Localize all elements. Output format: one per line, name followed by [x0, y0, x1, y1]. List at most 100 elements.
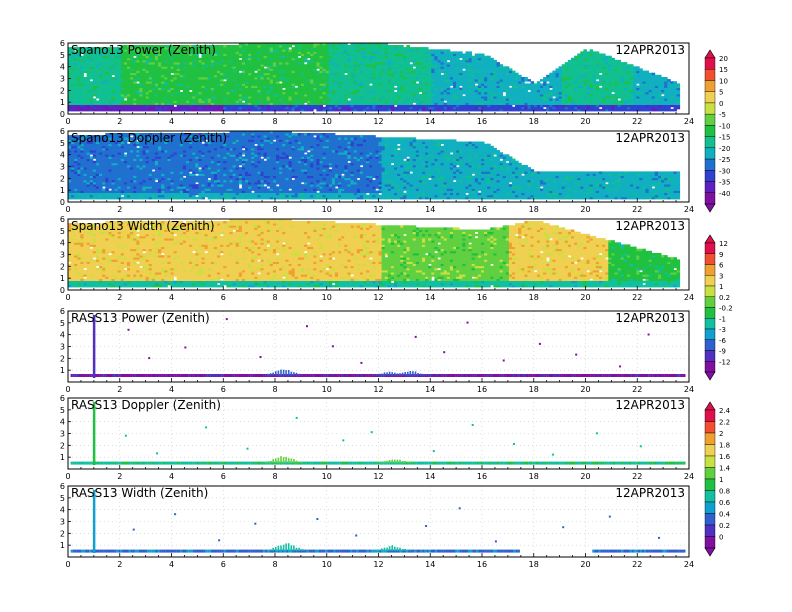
heatmap-cell — [304, 59, 308, 63]
heatmap-cell — [269, 45, 274, 48]
heatmap-cell — [319, 59, 323, 63]
heatmap-cell — [111, 106, 115, 110]
heatmap-cell — [99, 79, 103, 82]
heatmap-cell — [114, 64, 119, 67]
heatmap-cell — [123, 53, 128, 56]
heatmap-cell — [114, 77, 119, 80]
heatmap-cell — [344, 102, 348, 105]
heatmap-cell — [319, 68, 323, 71]
heatmap-cell — [232, 45, 237, 48]
heatmap-cell — [210, 57, 215, 61]
heatmap-cell — [232, 108, 237, 112]
heatmap-cell — [304, 57, 308, 61]
heatmap-cell — [505, 91, 510, 95]
heatmap-cell — [359, 96, 364, 99]
heatmap-cell — [561, 70, 566, 74]
heatmap-cell — [254, 102, 258, 105]
heatmap-cell — [151, 87, 156, 91]
heatmap-cell — [201, 79, 205, 82]
heatmap-cell — [316, 47, 320, 50]
heatmap-cell — [89, 59, 94, 63]
heatmap-cell — [300, 96, 305, 99]
heatmap-cell — [95, 49, 100, 52]
heatmap-cell — [108, 70, 112, 74]
heatmap-cell — [605, 70, 609, 74]
heatmap-cell — [443, 62, 448, 65]
heatmap-cell — [431, 83, 435, 86]
heatmap-cell — [263, 104, 268, 108]
heatmap-cell — [182, 106, 187, 110]
heatmap-cell — [434, 55, 438, 59]
heatmap-cell — [164, 83, 168, 86]
heatmap-cell — [142, 79, 146, 82]
heatmap-cell — [418, 94, 423, 97]
heatmap-cell — [437, 77, 441, 80]
heatmap-cell — [397, 91, 401, 95]
heatmap-cell — [173, 51, 178, 54]
heatmap-cell — [335, 87, 339, 91]
heatmap-cell — [108, 87, 112, 91]
heatmap-cell — [279, 68, 283, 71]
heatmap-cell — [269, 108, 274, 112]
heatmap-cell — [154, 51, 159, 54]
heatmap-cell — [378, 85, 382, 88]
heatmap-cell — [254, 94, 258, 97]
heatmap-cell — [198, 98, 202, 101]
heatmap-cell — [397, 79, 401, 82]
heatmap-cell — [148, 85, 153, 88]
heatmap-cell — [328, 53, 333, 56]
heatmap-cell — [512, 91, 516, 95]
heatmap-cell — [387, 79, 392, 82]
heatmap-cell — [390, 89, 395, 93]
heatmap-cell — [198, 79, 202, 82]
heatmap-cell — [291, 74, 296, 78]
heatmap-cell — [272, 47, 277, 50]
heatmap-cell — [431, 89, 435, 93]
heatmap-cell — [182, 74, 187, 78]
heatmap-cell — [319, 79, 323, 82]
heatmap-cell — [363, 64, 367, 67]
heatmap-cell — [158, 108, 162, 112]
heatmap-cell — [406, 51, 410, 54]
heatmap-cell — [297, 64, 302, 67]
heatmap-cell — [195, 57, 199, 61]
heatmap-cell — [83, 79, 87, 82]
heatmap-cell — [99, 94, 103, 97]
heatmap-cell — [282, 91, 286, 95]
heatmap-cell — [412, 79, 417, 82]
heatmap-cell — [92, 98, 97, 101]
heatmap-cell — [406, 100, 410, 103]
heatmap-cell — [415, 96, 420, 99]
heatmap-cell — [251, 51, 255, 54]
heatmap-cell — [316, 91, 320, 95]
heatmap-cell — [254, 57, 258, 61]
heatmap-cell — [269, 91, 274, 95]
heatmap-cell — [285, 87, 289, 91]
heatmap-cell — [248, 87, 252, 91]
heatmap-cell — [415, 89, 420, 93]
heatmap-cell — [276, 81, 280, 84]
heatmap-cell — [164, 104, 168, 108]
heatmap-cell — [117, 51, 122, 54]
heatmap-cell — [397, 68, 401, 71]
heatmap-cell — [220, 53, 224, 56]
heatmap-cell — [173, 100, 178, 103]
heatmap-cell — [204, 77, 209, 80]
heatmap-cell — [397, 83, 401, 86]
heatmap-cell — [173, 91, 178, 95]
heatmap-cell — [161, 51, 165, 54]
heatmap-cell — [182, 68, 187, 71]
heatmap-cell — [111, 91, 115, 95]
heatmap-cell — [322, 59, 327, 63]
heatmap-cell — [232, 55, 237, 59]
heatmap-cell — [238, 77, 243, 80]
heatmap-cell — [387, 96, 392, 99]
heatmap-cell — [173, 70, 178, 74]
heatmap-cell — [366, 83, 370, 86]
heatmap-cell — [245, 104, 249, 108]
heatmap-cell — [344, 104, 348, 108]
heatmap-cell — [161, 83, 165, 86]
heatmap-cell — [276, 42, 280, 46]
heatmap-cell — [449, 55, 454, 59]
heatmap-cell — [207, 77, 212, 80]
